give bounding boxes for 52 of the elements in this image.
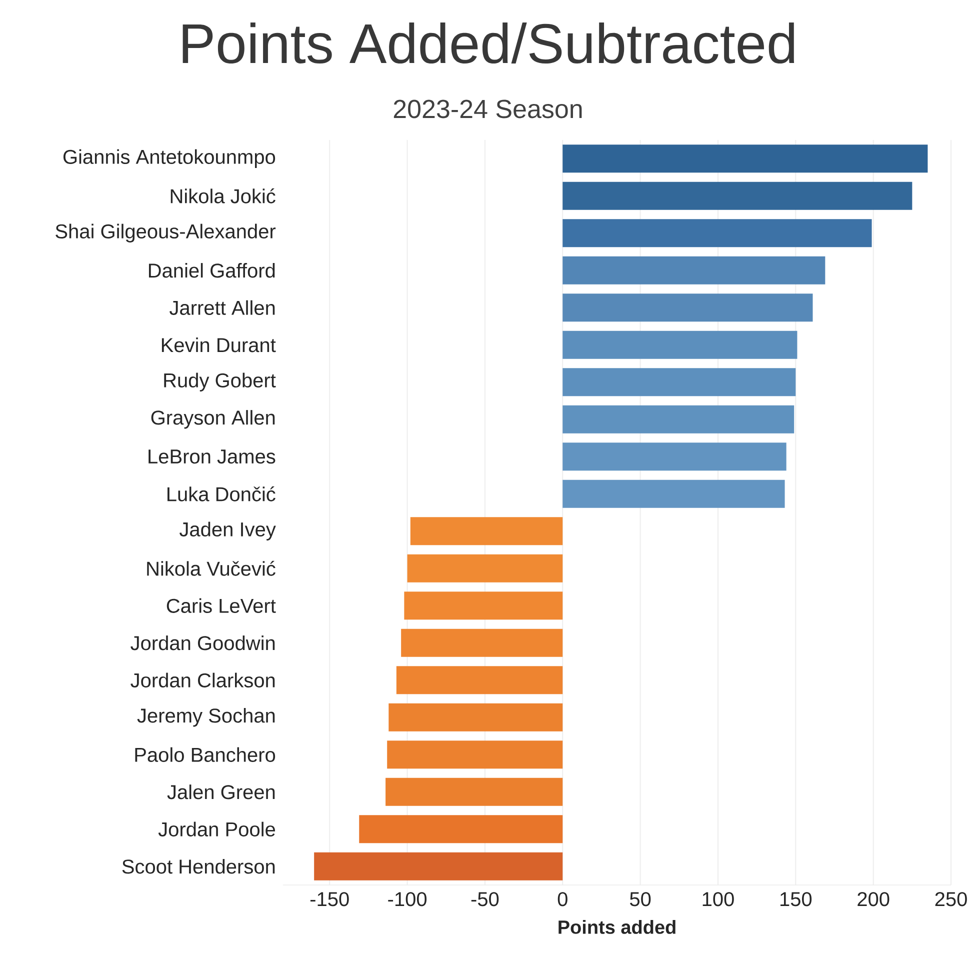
bar: [410, 517, 563, 546]
y-tick-label: Kevin Durant: [162, 338, 276, 352]
bar: [562, 182, 912, 210]
bar: [562, 219, 872, 248]
y-tick-label: Nikola Vučević: [147, 560, 276, 576]
chart-title: Points Added/Subtracted: [182, 22, 794, 64]
bar: [562, 480, 785, 508]
x-tick-label: -100: [388, 892, 427, 906]
bar: [314, 852, 563, 880]
y-tick-label: Caris LeVert: [166, 598, 276, 613]
bar: [404, 592, 563, 620]
y-tick-label: Jeremy Sochan: [137, 708, 275, 727]
y-tick-label: Shai Gilgeous-Alexander: [56, 224, 276, 242]
y-tick-label: Jordan Clarkson: [130, 672, 275, 688]
x-tick-label: 200: [858, 892, 890, 906]
bar: [396, 666, 563, 694]
y-tick-label: Jordan Poole: [158, 822, 276, 836]
bar: [407, 554, 563, 582]
bar: [562, 256, 826, 284]
y-tick-label: Scoot Henderson: [122, 859, 275, 874]
bar: [562, 368, 796, 396]
bar: [401, 628, 563, 657]
bar: [386, 778, 563, 806]
chart-subtitle: 2023-24 Season: [394, 100, 582, 118]
x-axis-title: Points added: [558, 920, 676, 934]
bar: [359, 815, 563, 844]
y-tick-label: LeBron James: [148, 450, 276, 464]
y-tick-label: Luka Dončić: [168, 486, 276, 502]
bar: [387, 740, 563, 769]
x-tick-label: 0: [558, 892, 568, 906]
bar: [388, 703, 563, 732]
bar: [562, 144, 928, 173]
bar: [562, 442, 786, 471]
x-tick-label: 50: [630, 892, 651, 906]
y-tick-label: Jaden Ivey: [180, 522, 276, 540]
bar: [562, 330, 798, 359]
bar: [562, 405, 794, 434]
y-tick-label: Daniel Gafford: [148, 263, 275, 278]
x-tick-label: 100: [702, 892, 734, 906]
x-tick-label: -50: [471, 892, 499, 906]
y-tick-label: Jordan Goodwin: [130, 636, 275, 650]
y-tick-label: Rudy Gobert: [164, 372, 276, 392]
y-tick-label: Nikola Jokić: [170, 188, 276, 204]
y-tick-label: Paolo Banchero: [135, 747, 276, 762]
bar: [562, 294, 813, 322]
y-tick-label: Jalen Green: [167, 784, 275, 800]
x-tick-label: 250: [935, 892, 967, 906]
x-tick-label: 150: [780, 892, 812, 906]
y-tick-label: Grayson Allen: [151, 410, 275, 429]
x-tick-label: -150: [310, 892, 349, 906]
y-tick-label: Giannis Antetokounmpo: [63, 149, 276, 168]
y-tick-label: Jarrett Allen: [170, 300, 275, 315]
